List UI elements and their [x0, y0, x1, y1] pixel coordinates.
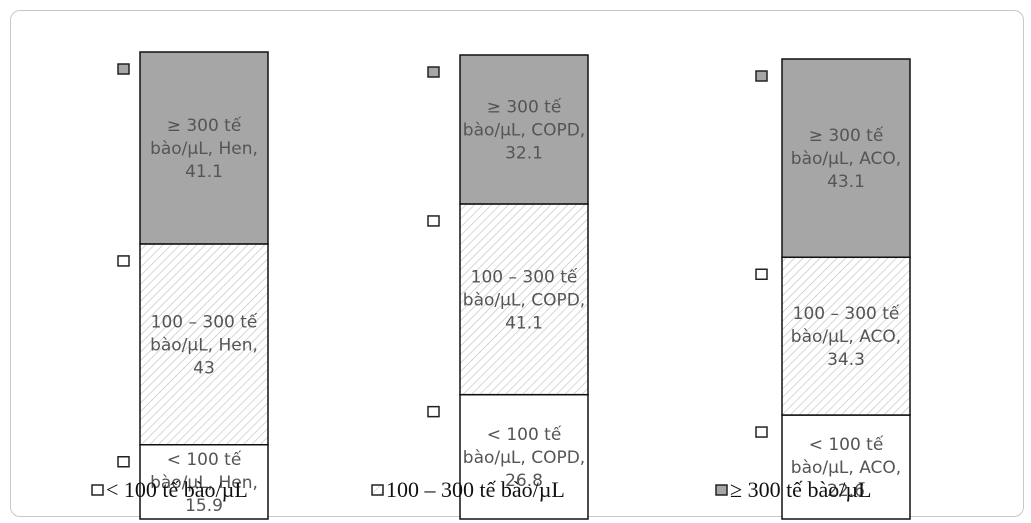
legend-label-1: 100 – 300 tế bào/µL: [386, 477, 565, 502]
data-label-hen-1: 100 – 300 tế bào/µL, Hen, 43: [150, 311, 258, 378]
legend-swatch-0: [91, 484, 104, 496]
bar-segment-copd-0: [459, 393, 589, 520]
series-marker-copd-1: [427, 215, 440, 227]
series-marker-hen-1: [117, 255, 130, 267]
legend-swatch-1: [371, 484, 384, 496]
data-label-aco-1: 100 – 300 tế bào/µL, ACO, 34.3: [791, 303, 901, 370]
legend-label-2: ≥ 300 tế bào/µL: [730, 477, 871, 502]
series-marker-aco-0: [755, 426, 768, 438]
legend: < 100 tế bào/µL 100 – 300 tế bào/µL ≥ 300 …: [91, 477, 871, 502]
bar-segment-hen-0: [139, 443, 269, 520]
series-marker-aco-1: [755, 268, 768, 281]
bar-segment-copd-1: [459, 203, 589, 396]
series-marker-aco-2: [755, 70, 768, 82]
bar-segment-aco-2: [781, 58, 911, 259]
series-marker-hen-2: [117, 63, 130, 75]
series-marker-copd-2: [427, 66, 440, 78]
data-label-hen-0: < 100 tế bào/µL, Hen, 15.9: [150, 449, 258, 516]
data-label-hen-2: ≥ 300 tế bào/µL, Hen, 41.1: [150, 115, 258, 182]
data-label-copd-2: ≥ 300 tế bào/µL, COPD, 32.1: [463, 96, 585, 163]
legend-label-0: < 100 tế bào/µL: [106, 477, 248, 502]
bar-segment-copd-2: [459, 54, 589, 205]
series-marker-copd-0: [427, 405, 440, 418]
data-label-aco-0: < 100 tế bào/µL, ACO, 22.6: [791, 434, 901, 501]
data-label-copd-0: < 100 tế bào/µL, COPD, 26.8: [463, 424, 585, 491]
bar-segment-aco-1: [781, 256, 911, 416]
series-marker-hen-0: [117, 455, 130, 468]
data-label-copd-1: 100 – 300 tế bào/µL, COPD, 41.1: [463, 266, 585, 333]
bar-segment-hen-2: [139, 51, 269, 245]
legend-swatch-2: [715, 484, 728, 496]
data-label-aco-2: ≥ 300 tế bào/µL, ACO, 43.1: [791, 125, 901, 192]
bars-group: < 100 tế bào/µL, Hen, 15.9 100 – 300 tế bào/…: [117, 51, 911, 520]
